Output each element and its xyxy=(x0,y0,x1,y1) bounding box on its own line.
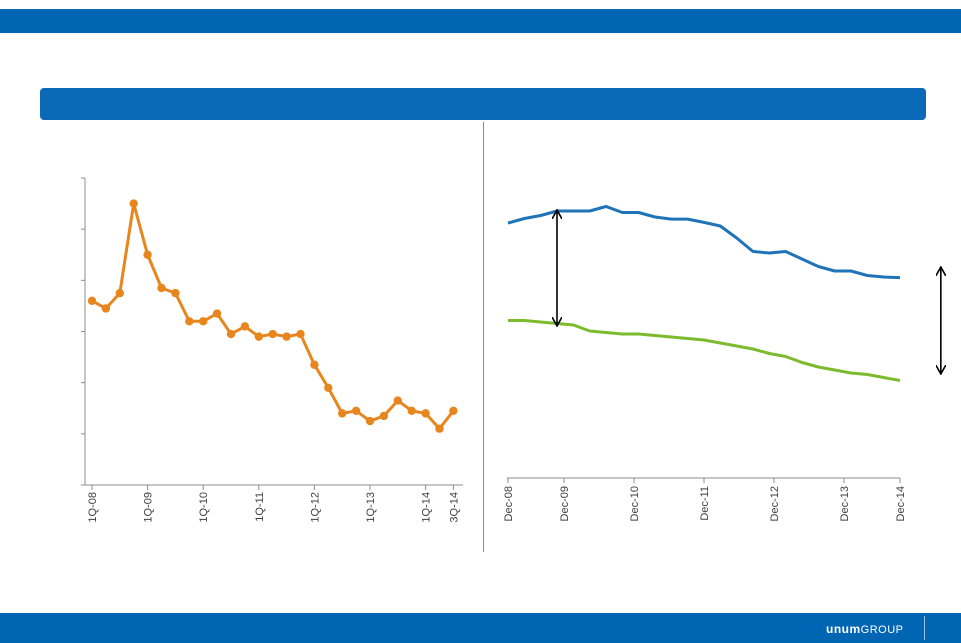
left-data-point xyxy=(212,309,222,318)
left-data-point xyxy=(143,250,152,259)
left-data-point xyxy=(129,199,138,208)
left-data-point xyxy=(115,288,125,298)
left-series-line xyxy=(91,202,455,431)
logo-primary-text: unum xyxy=(826,622,861,636)
right-series-lower-line xyxy=(508,319,901,382)
left-x-tick-label: 1Q-08 xyxy=(87,492,99,523)
left-data-point xyxy=(87,296,97,305)
left-data-point xyxy=(226,329,236,339)
left-data-point xyxy=(296,329,305,339)
logo-secondary-text: GROUP xyxy=(860,624,904,636)
header-bar xyxy=(0,9,961,33)
left-data-point xyxy=(282,332,291,341)
left-data-point xyxy=(254,332,263,341)
right-x-tick-label: Dec-11 xyxy=(699,486,711,521)
left-x-tick-label: 3Q-14 xyxy=(448,492,460,523)
right-x-tick-label: Dec-13 xyxy=(839,486,851,521)
left-data-point xyxy=(268,329,277,339)
right-x-tick-label: Dec-09 xyxy=(559,486,571,521)
left-data-point xyxy=(365,416,375,426)
left-x-tick-label: 1Q-10 xyxy=(198,492,210,523)
left-data-point xyxy=(338,409,347,418)
left-x-tick-label: 1Q-09 xyxy=(143,492,155,523)
left-data-point xyxy=(393,396,402,405)
left-data-point xyxy=(421,409,430,418)
left-data-point xyxy=(379,411,389,421)
left-data-point xyxy=(310,360,319,369)
right-x-tick-label: Dec-10 xyxy=(629,486,641,521)
footer-separator xyxy=(924,616,925,640)
right-x-tick-label: Dec-14 xyxy=(895,486,907,521)
left-data-point xyxy=(407,406,416,416)
right-x-tick-label: Dec-08 xyxy=(503,486,515,521)
left-data-point xyxy=(351,406,361,416)
left-data-point xyxy=(449,406,458,416)
left-x-tick-label: 1Q-14 xyxy=(421,492,433,523)
right-series-upper-line xyxy=(507,205,901,280)
left-data-point xyxy=(435,424,444,433)
left-data-point xyxy=(101,304,111,313)
footer-bar xyxy=(0,613,961,643)
right-x-tick-label: Dec-12 xyxy=(769,486,781,521)
unum-group-logo: unumGROUP xyxy=(826,618,904,640)
chart-divider xyxy=(483,122,484,552)
left-data-point xyxy=(240,322,250,331)
left-data-point xyxy=(185,317,194,326)
left-data-point xyxy=(157,283,166,293)
left-line-chart: 1Q-08 1Q-09 1Q-10 1Q-11 1Q-12 1Q-13 1Q-14 3Q-14 xyxy=(81,177,463,523)
left-data-point xyxy=(324,383,333,392)
left-x-tick-label: 1Q-11 xyxy=(254,492,266,522)
section-title-banner xyxy=(40,88,926,120)
left-data-point xyxy=(199,317,208,326)
left-x-tick-label: 1Q-13 xyxy=(365,492,377,523)
right-line-chart: Dec-08 Dec-09 Dec-10 Dec-11 Dec-12 Dec-13 Dec-… xyxy=(503,205,941,521)
left-x-tick-label: 1Q-12 xyxy=(309,492,321,523)
left-data-point xyxy=(171,288,180,298)
